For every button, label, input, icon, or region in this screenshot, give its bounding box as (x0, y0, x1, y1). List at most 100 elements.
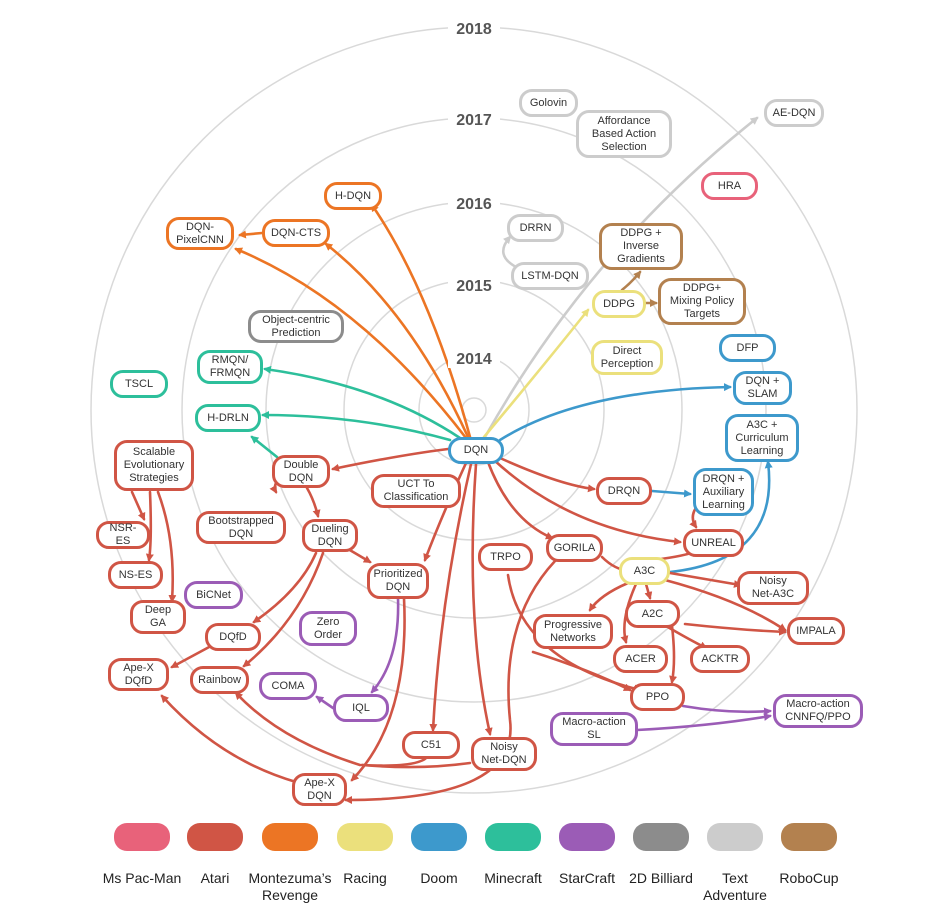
node-direct-perception: Direct Perception (591, 340, 663, 375)
legend-swatch-atari (187, 823, 243, 851)
node-macro-cnnfq: Macro-action CNNFQ/PPO (773, 694, 863, 728)
edge-ddpg-inverse (620, 270, 642, 292)
edge-progressive-ppo (531, 650, 632, 692)
edge-dqn-gorila (486, 460, 554, 540)
edge-es-nses (145, 490, 154, 562)
edge-a3c-progressive (588, 581, 630, 612)
edge-gorila-apexdqn (344, 559, 557, 804)
year-label-2017: 2017 (456, 112, 492, 129)
node-apex-dqn: Ape-X DQN (292, 773, 347, 806)
legend-label-text-adventure: Text Adventure (703, 870, 767, 903)
node-ddpg-inverse: DDPG + Inverse Gradients (599, 223, 683, 270)
year-label-2014: 2014 (456, 351, 492, 368)
node-c51: C51 (402, 731, 460, 759)
node-dfp: DFP (719, 334, 776, 362)
edge-dqn-ddpg (482, 308, 590, 439)
node-drqn-aux: DRQN + Auxiliary Learning (693, 468, 754, 516)
node-zero-order: Zero Order (299, 611, 357, 646)
edge-dueling-prioritized (346, 547, 372, 564)
edge-iql-coma (315, 695, 335, 710)
legend-label-racing: Racing (343, 870, 387, 886)
node-macro-sl: Macro-action SL (550, 712, 638, 746)
edge-dqn-prioritized (423, 461, 468, 562)
year-label-bg (448, 193, 500, 213)
node-dqn-slam: DQN + SLAM (733, 371, 792, 405)
legend-label-robocup: RoboCup (779, 870, 839, 886)
legend-swatch-ms-pacman (114, 823, 170, 851)
edge-a3c-a2c (644, 582, 653, 600)
edge-double-dueling (305, 486, 321, 518)
legend-swatch-billiard (633, 823, 689, 851)
legend-label-doom: Doom (420, 870, 458, 886)
legend-label-minecraft: Minecraft (484, 870, 542, 886)
node-affordance: Affordance Based Action Selection (576, 110, 672, 158)
node-h-dqn: H-DQN (324, 182, 382, 210)
edge-macrosl-macro (635, 713, 772, 732)
node-h-drln: H-DRLN (195, 404, 261, 432)
node-dqn: DQN (448, 437, 504, 464)
edge-dqn-rmqn (263, 365, 462, 440)
legend-swatch-montezuma (262, 823, 318, 851)
node-ppo: PPO (630, 683, 685, 711)
edge-a2c-ppo (669, 624, 678, 684)
node-noisy-dqn: Noisy Net-DQN (471, 737, 537, 771)
node-rmqn: RMQN/ FRMQN (197, 350, 263, 384)
node-progressive: Progressive Networks (533, 614, 613, 649)
legend-swatch-starcraft (559, 823, 615, 851)
edge-cts-pixelcnn (238, 230, 264, 239)
node-bicnet: BiCNet (184, 581, 243, 609)
node-a3c-curriculum: A3C + Curriculum Learning (725, 414, 799, 462)
edge-es-deepga (156, 490, 177, 603)
node-double-dqn: Double DQN (272, 455, 330, 488)
year-label-bg (448, 275, 500, 295)
edge-dqn-pixelcnn (234, 247, 468, 440)
year-label-bg (448, 348, 500, 368)
node-ddpg: DDPG (592, 290, 646, 318)
edge-dqn-unreal (492, 458, 682, 546)
edge-dqfd-apex (170, 644, 213, 669)
year-labels: 2014 2015 2016 2017 2018 (448, 18, 500, 368)
edge-dqn-slam (498, 383, 732, 442)
node-unreal: UNREAL (683, 529, 744, 557)
node-ns-es: NS-ES (108, 561, 163, 589)
node-ddpg-mixing: DDPG+ Mixing Policy Targets (658, 278, 746, 325)
edge-dqn-dqncts (324, 242, 470, 439)
node-scalable-es: Scalable Evolutionary Strategies (114, 440, 194, 491)
node-gorila: GORILA (546, 534, 603, 562)
node-rainbow: Rainbow (190, 666, 249, 694)
node-a2c: A2C (625, 600, 680, 628)
year-label-2018: 2018 (456, 21, 492, 38)
node-a3c: A3C (619, 557, 670, 585)
edge-a3c-impala (663, 578, 787, 632)
legend-swatch-racing (337, 823, 393, 851)
edge-dqn-hdrln (261, 411, 452, 442)
year-label-bg (448, 109, 500, 129)
legend-swatch-text-adventure (707, 823, 763, 851)
legend-swatch-doom (411, 823, 467, 851)
node-dqn-cts: DQN-CTS (262, 219, 330, 247)
edge-apexdqn-apexdqfd (160, 694, 298, 784)
edge-a2c-impala (683, 622, 787, 636)
node-bootstrapped: Bootstrapped DQN (196, 511, 286, 544)
node-lstm-dqn: LSTM-DQN (511, 262, 589, 290)
edge-dqn-hdqn (370, 203, 472, 439)
year-label-2016: 2016 (456, 196, 492, 213)
year-label-bg (448, 18, 500, 38)
node-ae-dqn: AE-DQN (764, 99, 824, 127)
node-deep-ga: Deep GA (130, 600, 186, 634)
legend-label-billiard: 2D Billiard (629, 870, 693, 886)
node-dueling: Dueling DQN (302, 519, 358, 552)
node-drrn: DRRN (507, 214, 564, 242)
edge-dqn-noisy (471, 462, 493, 736)
edge-double-hdrln (250, 435, 279, 459)
legend-label-ms-pacman: Ms Pac-Man (102, 870, 182, 886)
edge-ppo-macro (681, 704, 772, 716)
node-drqn: DRQN (596, 477, 652, 505)
edge-es-nsres (130, 490, 146, 521)
node-prioritized: Prioritized DQN (367, 563, 429, 599)
edge-dueling-rainbow (242, 551, 325, 668)
legend-label-atari: Atari (200, 870, 230, 886)
edge-dqn-double (331, 447, 450, 472)
node-hra: HRA (701, 172, 758, 200)
edge-a3c-curriculum (668, 460, 773, 574)
